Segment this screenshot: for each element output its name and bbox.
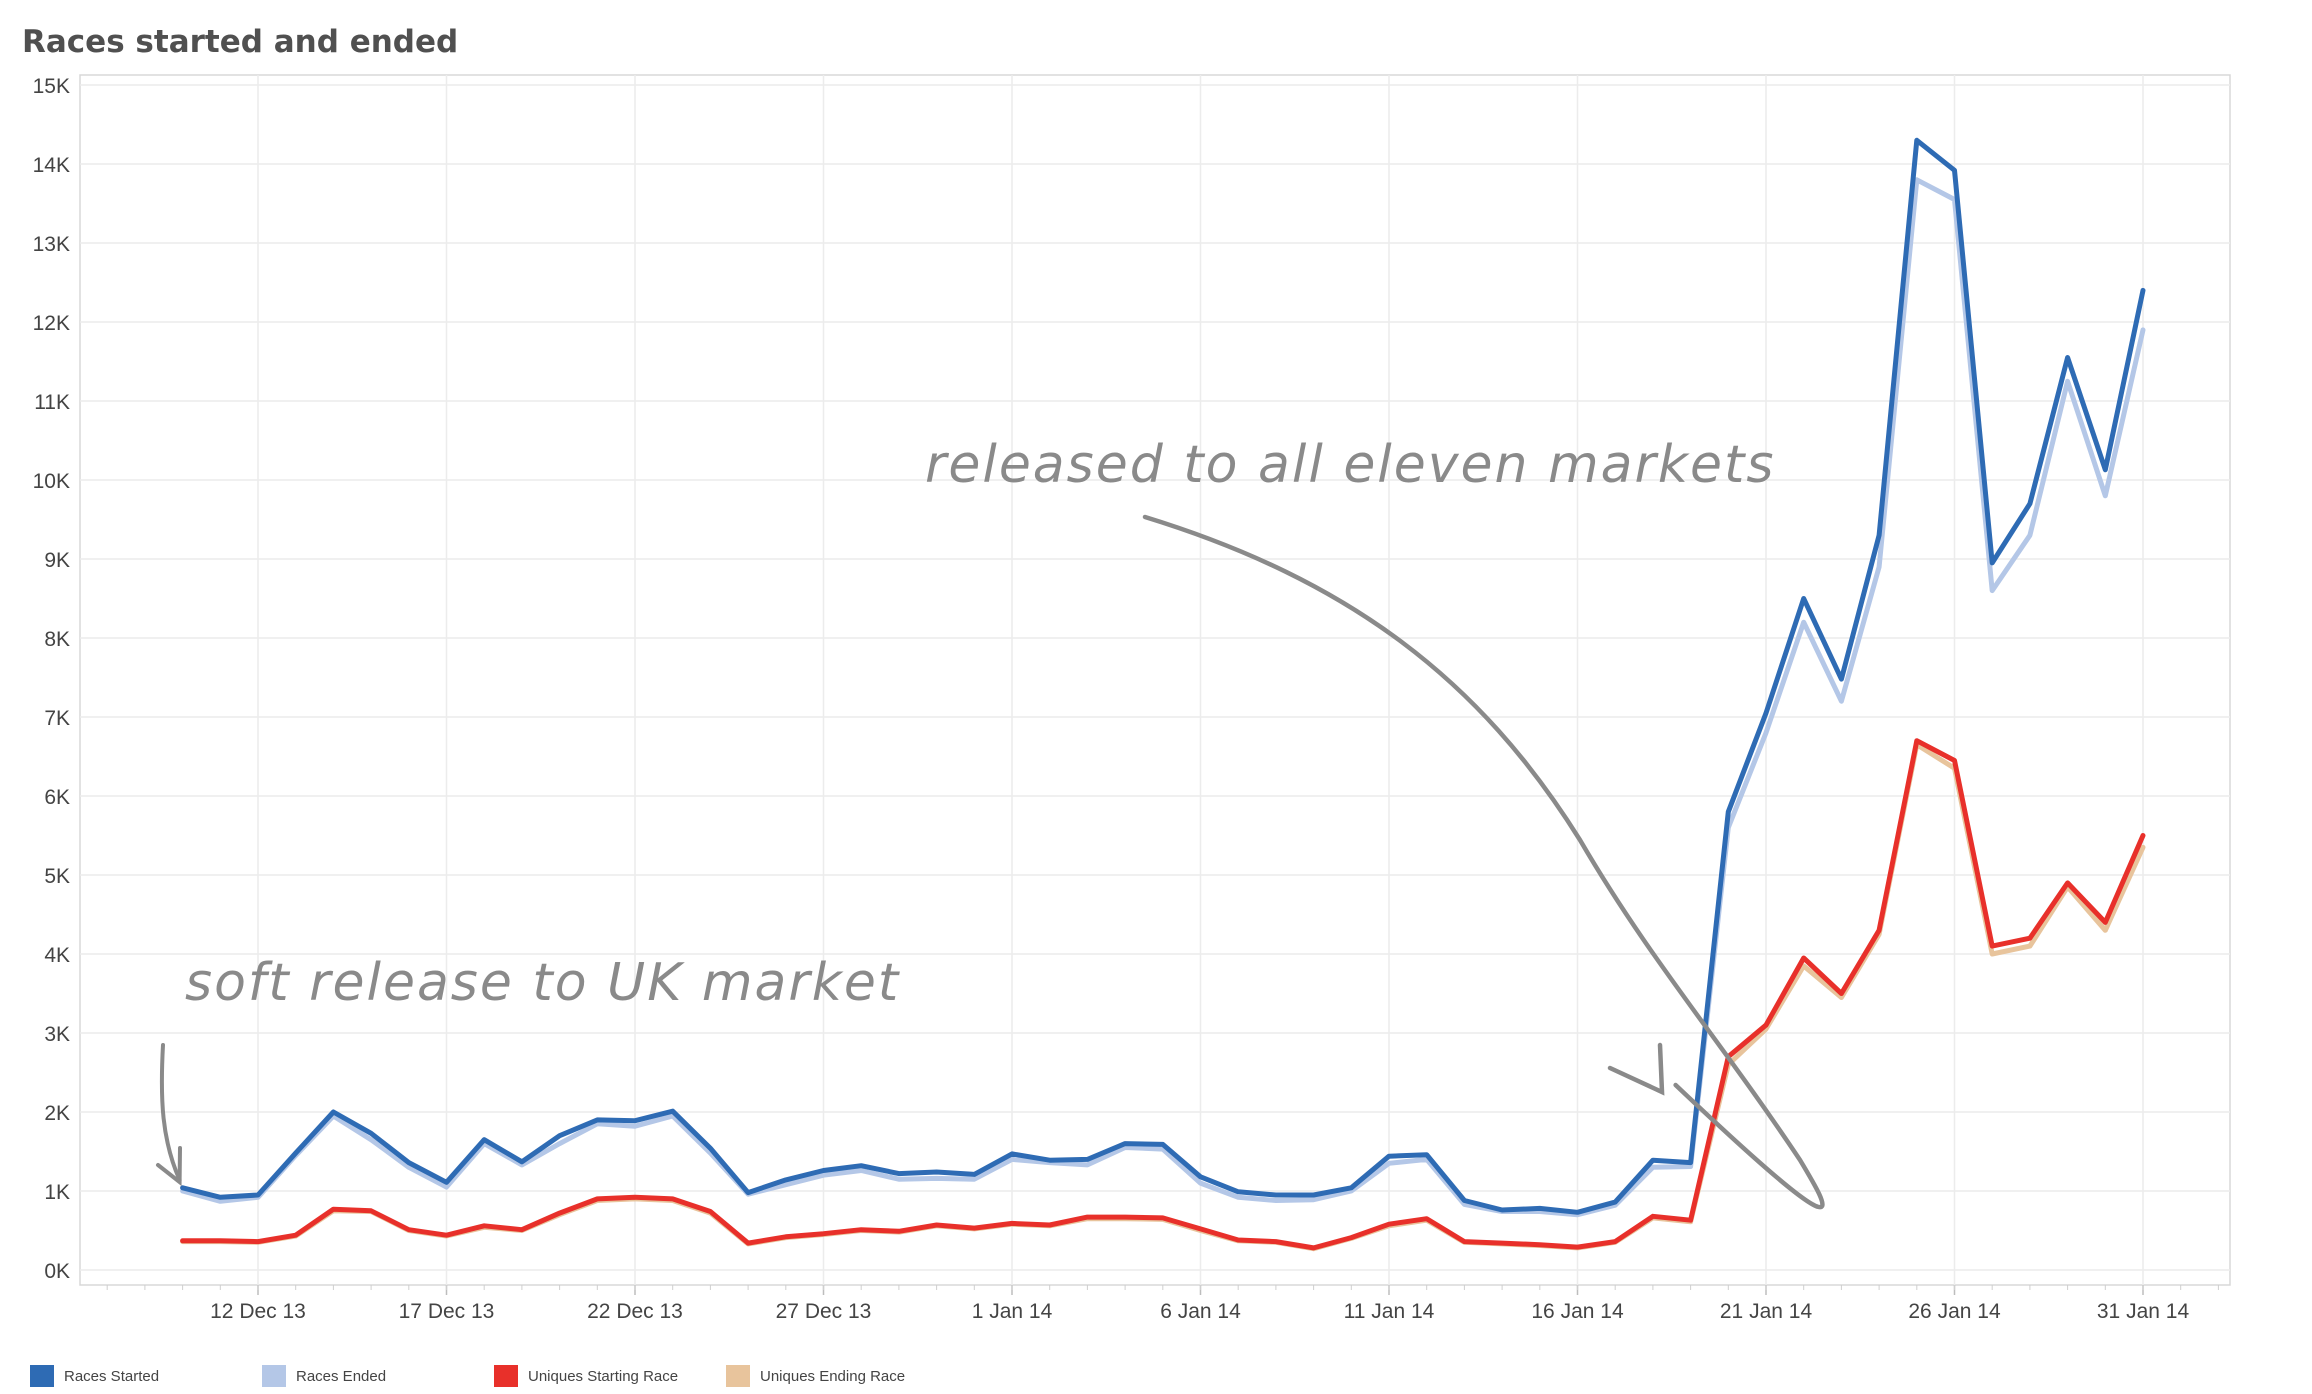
- series-line-races-started: [180, 137, 2146, 1215]
- legend-swatch: [494, 1365, 518, 1387]
- annotation-all-markets: released to all eleven markets: [925, 435, 1776, 495]
- legend-label: Races Started: [64, 1367, 160, 1385]
- y-tick-label: 0K: [44, 1260, 70, 1283]
- x-tick-label: 16 Jan 14: [1531, 1300, 1624, 1323]
- annotation-arrowhead-all-markets: [1607, 1042, 1665, 1096]
- series-lines: [180, 137, 2146, 1252]
- y-tick-label: 4K: [44, 944, 70, 967]
- legend: Races Started Races Ended Uniques Starting…: [30, 1365, 958, 1387]
- legend-label: Uniques Starting Race: [528, 1367, 679, 1385]
- legend-item[interactable]: Uniques Ending Race: [726, 1365, 958, 1387]
- legend-item[interactable]: Races Ended: [262, 1365, 494, 1387]
- y-tick-label: 6K: [44, 786, 70, 809]
- legend-item[interactable]: Races Started: [30, 1365, 262, 1387]
- annotation-arrow-soft-release: [159, 1043, 182, 1182]
- plot-area: [79, 74, 2231, 1286]
- annotation-arrow-all-markets: [1142, 514, 1825, 1210]
- y-tick-label: 11K: [34, 391, 70, 414]
- gridlines: [80, 75, 2230, 1285]
- y-tick-label: 3K: [44, 1023, 70, 1046]
- series-line-races-ended: [180, 177, 2146, 1218]
- legend-label: Races Ended: [296, 1367, 387, 1385]
- axes: 0K 1K 2K 3K 4K 5K 6K 7K 8K 9K 10K 11K 12K 13K 14K 15K 12…: [33, 75, 2219, 1323]
- x-tick-label: 6 Jan 14: [1160, 1300, 1241, 1323]
- y-tick-label: 12K: [33, 312, 70, 335]
- y-tick-label: 13K: [33, 233, 70, 256]
- y-tick-label: 5K: [44, 865, 70, 888]
- series-line-uniques-starting-race: [180, 738, 2146, 1251]
- x-tick-label: 11 Jan 14: [1344, 1300, 1435, 1323]
- chart-title: Races started and ended: [22, 24, 459, 60]
- legend-item[interactable]: Uniques Starting Race: [494, 1365, 726, 1387]
- y-tick-label: 2K: [44, 1102, 70, 1125]
- x-tick-label: 12 Dec 13: [210, 1300, 306, 1323]
- y-tick-label: 8K: [44, 628, 70, 651]
- x-tick-label: 17 Dec 13: [399, 1300, 495, 1323]
- legend-swatch: [30, 1365, 54, 1387]
- legend-label: Uniques Ending Race: [760, 1367, 906, 1385]
- y-tick-label: 7K: [44, 707, 70, 730]
- y-tick-label: 10K: [33, 470, 70, 493]
- legend-swatch: [262, 1365, 286, 1387]
- y-tick-label: 14K: [33, 154, 70, 177]
- annotation-soft-release: soft release to UK market: [185, 953, 900, 1013]
- x-tick-label: 21 Jan 14: [1720, 1300, 1813, 1323]
- x-tick-label: 1 Jan 14: [972, 1300, 1053, 1323]
- y-tick-label: 1K: [44, 1181, 70, 1204]
- y-tick-label: 15K: [33, 75, 70, 98]
- annotations: soft release to UK market released to all…: [156, 435, 1825, 1210]
- x-tick-label: 31 Jan 14: [2097, 1300, 2190, 1323]
- annotation-arrowhead-soft-release: [156, 1146, 182, 1187]
- y-tick-label: 9K: [44, 549, 70, 572]
- legend-swatch: [726, 1365, 750, 1387]
- x-tick-label: 22 Dec 13: [587, 1300, 683, 1323]
- x-tick-label: 26 Jan 14: [1908, 1300, 2001, 1323]
- x-tick-label: 27 Dec 13: [776, 1300, 872, 1323]
